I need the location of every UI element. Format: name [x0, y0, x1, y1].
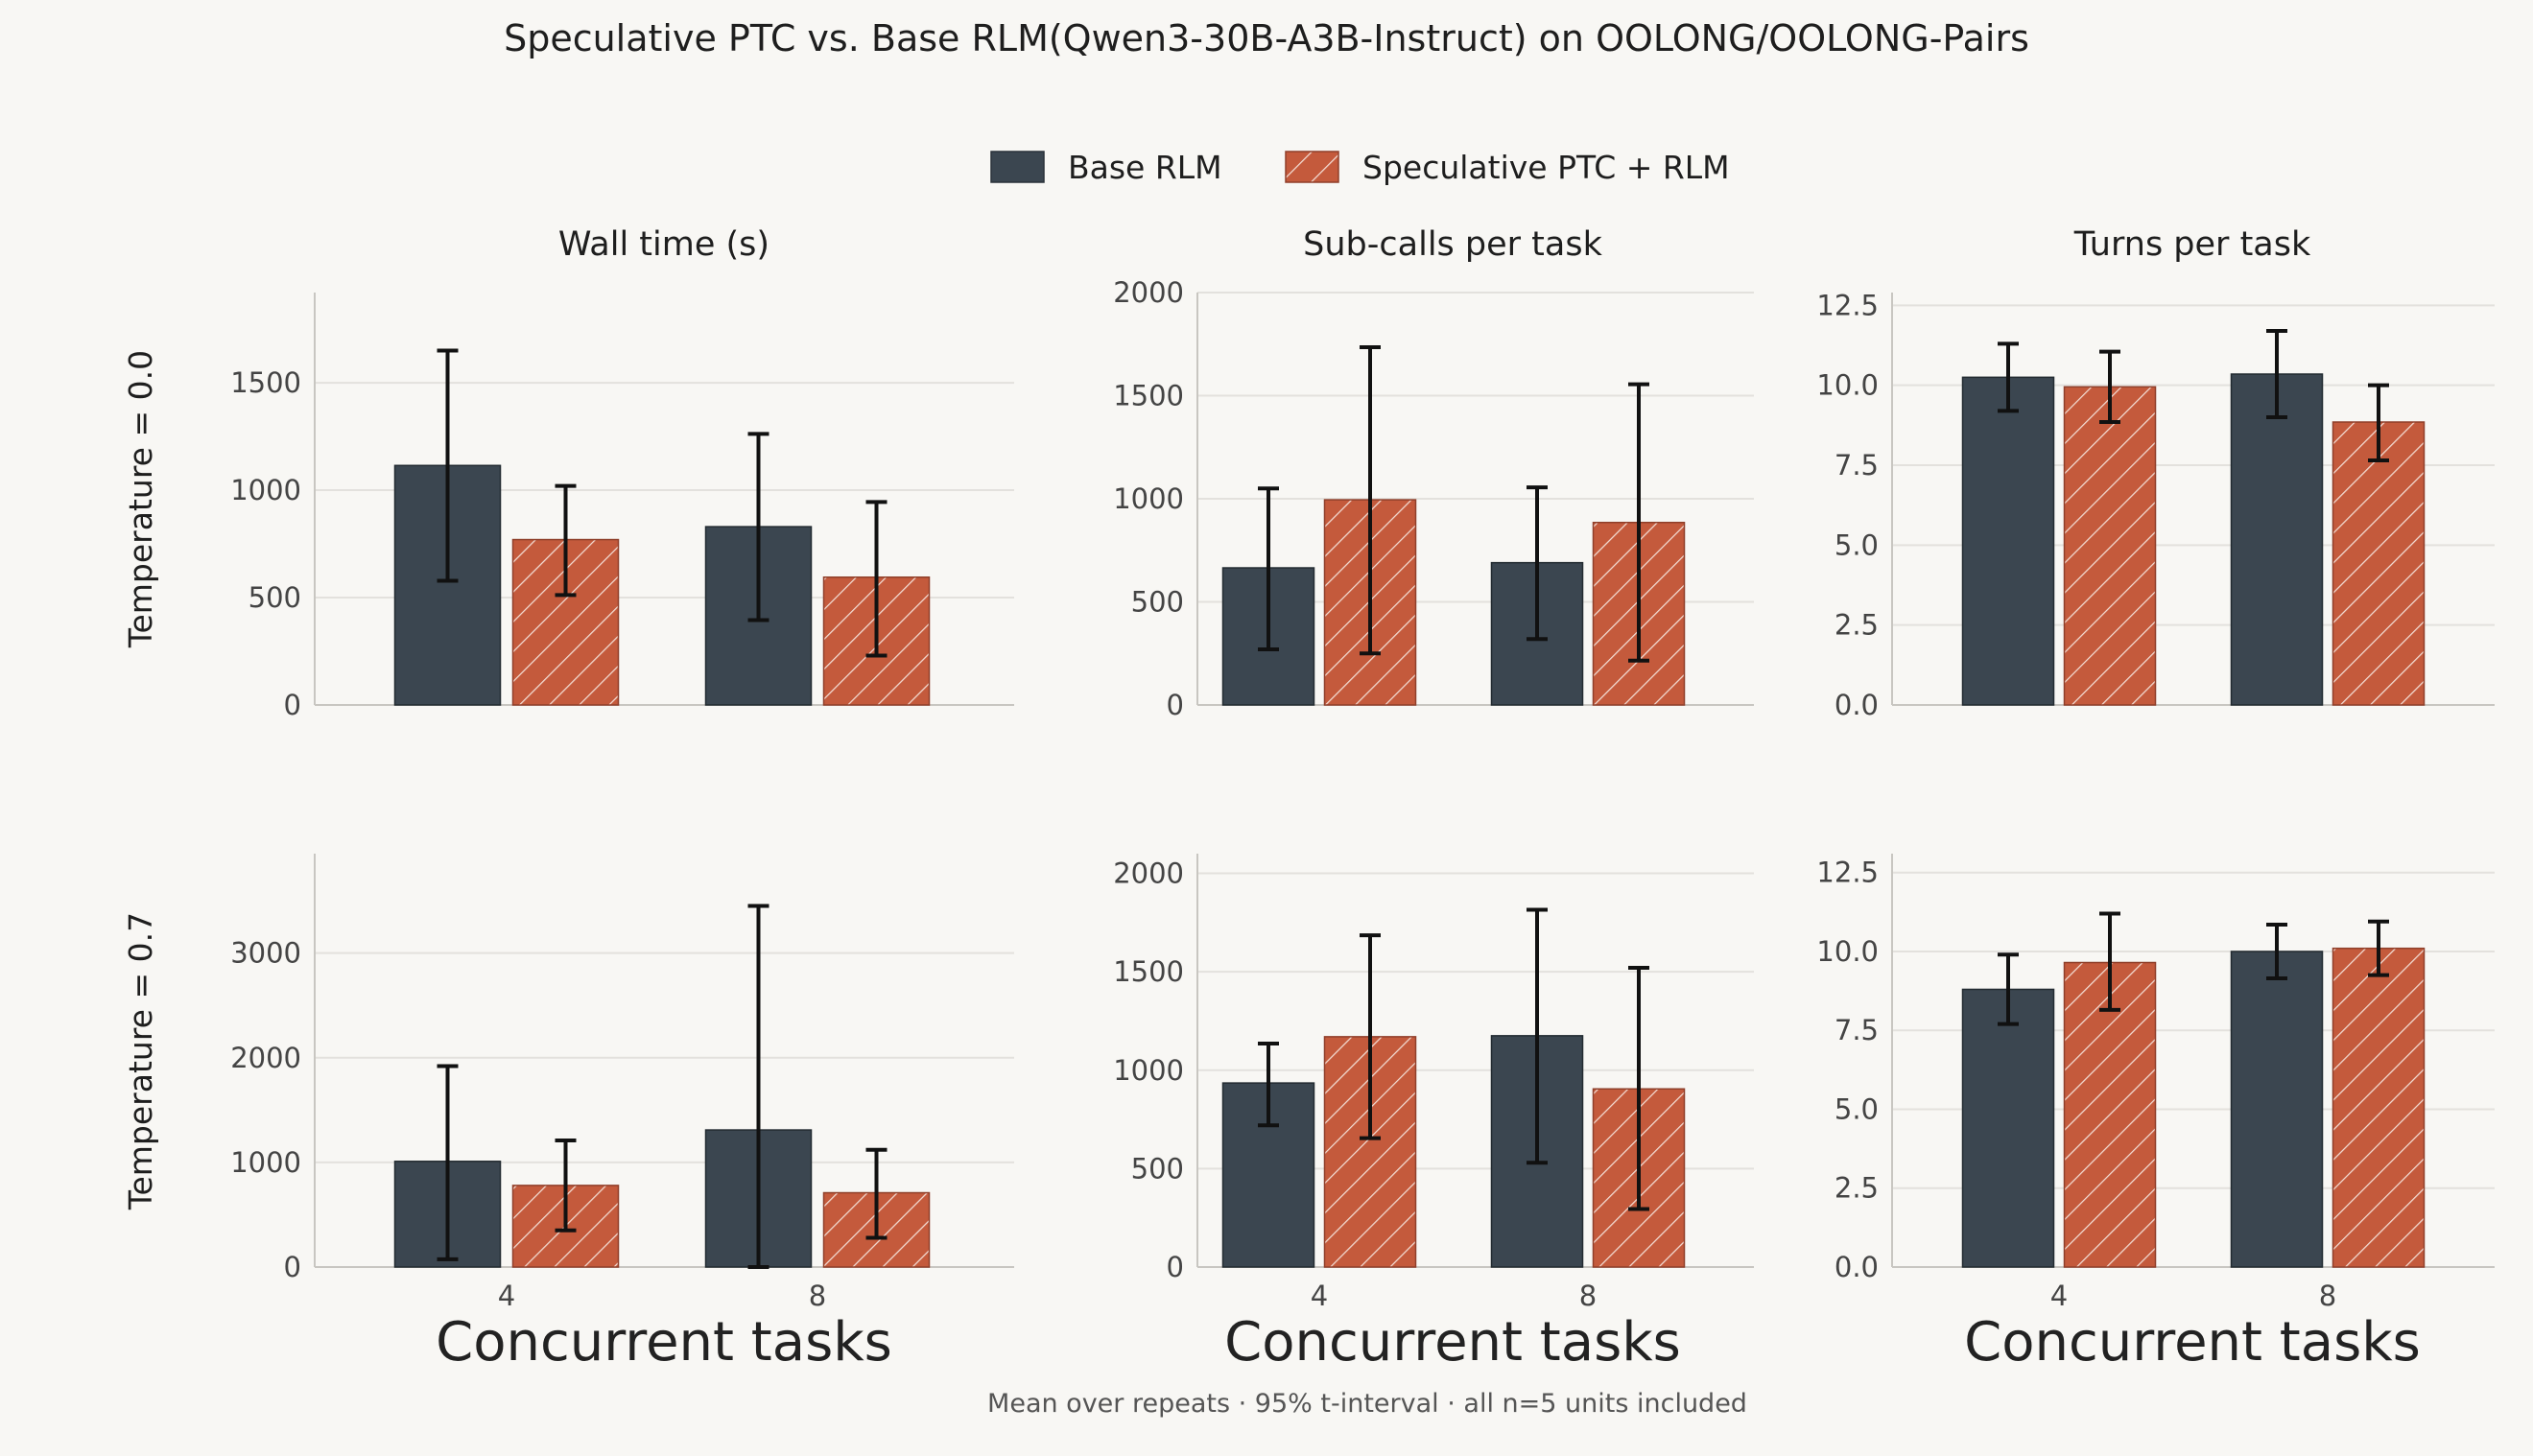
x-tick-label: 4: [2050, 1280, 2068, 1312]
y-tick-label: 0: [1167, 689, 1184, 721]
legend: Base RLM Speculative PTC + RLM: [990, 149, 1730, 186]
y-tick-label: 1000: [230, 474, 301, 506]
y-tick-label: 2000: [1113, 276, 1184, 309]
x-tick-label: 4: [498, 1280, 515, 1312]
panel-r2-c1: 0 1000 2000 3000 4 8: [230, 854, 1014, 1312]
y-tick-label: 1500: [1113, 380, 1184, 412]
y-tick-label: 10.0: [1816, 935, 1879, 968]
bar-speculative-ptc-4: [2063, 386, 2157, 706]
panel-r1-c3: 0.0 2.5 5.0 7.5 10.0 12.5: [1816, 289, 2495, 721]
y-tick-label: 1500: [230, 366, 301, 399]
y-tick-label: 7.5: [1835, 1014, 1879, 1046]
y-tick-label: 1000: [1113, 1054, 1184, 1087]
footnote: Mean over repeats · 95% t-interval · all…: [987, 1389, 1747, 1419]
y-tick-label: 0.0: [1835, 1251, 1879, 1283]
column-title-wall-time: Wall time (s): [558, 225, 769, 264]
y-tick-label: 12.5: [1816, 289, 1879, 321]
bar-base-rlm-4: [1961, 376, 2055, 706]
y-tick-label: 1000: [1113, 482, 1184, 515]
bar-base-rlm-4: [1961, 988, 2055, 1268]
y-tick-label: 0: [284, 1251, 301, 1283]
legend-label-speculative-ptc: Speculative PTC + RLM: [1362, 149, 1730, 186]
bar-speculative-ptc-8: [2332, 947, 2426, 1268]
y-tick-label: 7.5: [1835, 449, 1879, 481]
y-tick-label: 3000: [230, 937, 301, 970]
bar-speculative-ptc-8: [2332, 421, 2426, 706]
panel-r2-c2: 0 500 1000 1500 2000 4 8: [1113, 854, 1754, 1312]
y-tick-label: 0: [284, 689, 301, 721]
legend-label-base-rlm: Base RLM: [1068, 149, 1222, 186]
x-tick-label: 8: [2319, 1280, 2336, 1312]
panel-r1-c1: 0 500 1000 1500: [230, 293, 1014, 721]
x-axis-label-col-1: Concurrent tasks: [436, 1311, 892, 1374]
y-tick-label: 12.5: [1816, 857, 1879, 889]
column-title-sub-calls: Sub-calls per task: [1303, 225, 1602, 264]
chart-panels: 0 500 1000 1500 0 500 1000 1500 2000 0.0 2.5 5.0 7.5…: [230, 276, 2495, 1312]
chart-title: Speculative PTC vs. Base RLM(Qwen3-30B-A…: [504, 17, 2029, 59]
legend-swatch-speculative-ptc: [1285, 151, 1339, 183]
y-tick-label: 2.5: [1835, 609, 1879, 642]
y-tick-label: 5.0: [1835, 1092, 1879, 1125]
y-tick-label: 500: [249, 581, 301, 614]
y-tick-label: 1000: [230, 1146, 301, 1179]
x-axis-label-col-2: Concurrent tasks: [1224, 1311, 1681, 1374]
bar-base-rlm-8: [2230, 373, 2324, 706]
legend-swatch-base-rlm: [990, 151, 1045, 183]
y-tick-label: 0.0: [1835, 689, 1879, 721]
y-tick-label: 2000: [230, 1042, 301, 1074]
x-tick-label: 8: [1579, 1280, 1597, 1312]
bar-speculative-ptc-4: [2063, 961, 2157, 1268]
column-title-turns: Turns per task: [2073, 225, 2311, 264]
y-tick-label: 2000: [1113, 857, 1184, 890]
x-tick-label: 8: [809, 1280, 826, 1312]
x-tick-label: 4: [1311, 1280, 1328, 1312]
y-tick-label: 500: [1131, 1152, 1184, 1185]
panel-r1-c2: 0 500 1000 1500 2000: [1113, 276, 1754, 721]
y-tick-label: 1500: [1113, 955, 1184, 988]
y-tick-label: 5.0: [1835, 528, 1879, 561]
x-axis-label-col-3: Concurrent tasks: [1964, 1311, 2421, 1374]
row-label-temp-07: Temperature = 0.7: [122, 912, 159, 1210]
panel-r2-c3: 0.0 2.5 5.0 7.5 10.0 12.5 4 8: [1816, 854, 2495, 1312]
bar-base-rlm-8: [2230, 951, 2324, 1268]
y-tick-label: 500: [1131, 586, 1184, 619]
y-tick-label: 2.5: [1835, 1172, 1879, 1205]
y-tick-label: 10.0: [1816, 369, 1879, 402]
y-tick-label: 0: [1167, 1251, 1184, 1283]
row-label-temp-0: Temperature = 0.0: [122, 350, 159, 648]
